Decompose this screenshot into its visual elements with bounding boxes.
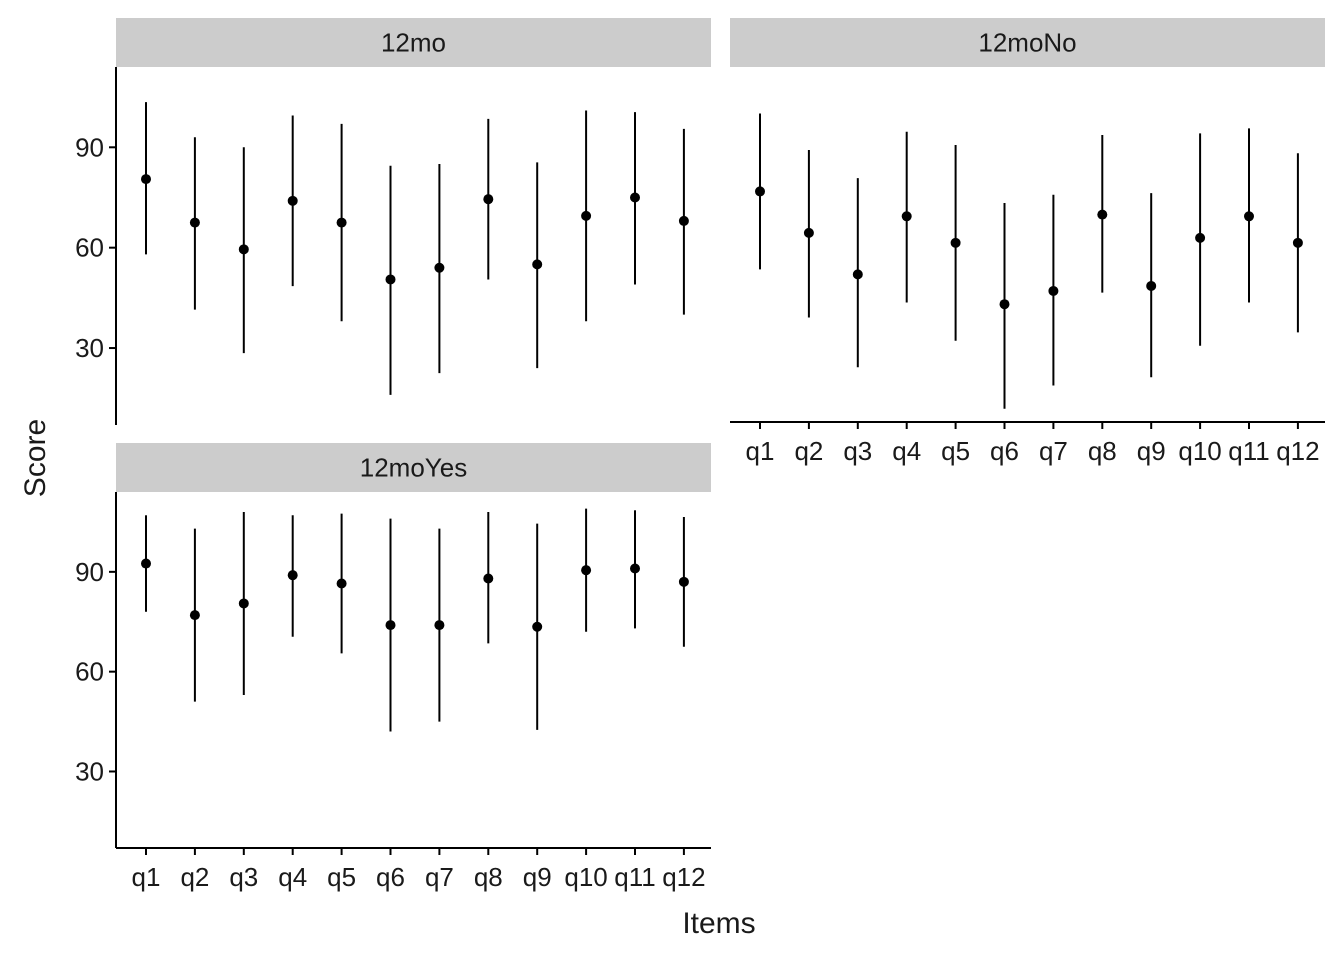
x-tick-label: q1 — [746, 436, 775, 466]
x-tick-label: q11 — [614, 862, 655, 892]
mean-point-q3 — [238, 244, 249, 255]
mean-point-q6 — [385, 274, 396, 285]
mean-point-q8 — [483, 573, 494, 584]
y-axis-title: Score — [19, 419, 52, 497]
x-tick-label: q12 — [1276, 436, 1319, 466]
mean-point-q3 — [852, 269, 863, 280]
facet-strip-label: 12moYes — [360, 453, 467, 483]
mean-point-q5 — [336, 217, 347, 228]
facet-strip-label: 12moNo — [978, 28, 1076, 58]
y-tick-label: 60 — [75, 657, 104, 687]
mean-point-q7 — [434, 262, 445, 273]
x-tick-label: q8 — [474, 862, 503, 892]
mean-point-q11 — [630, 192, 640, 203]
mean-point-q1 — [141, 558, 151, 569]
mean-point-q2 — [189, 610, 200, 621]
x-tick-label: q5 — [327, 862, 356, 892]
x-tick-label: q12 — [662, 862, 705, 892]
facet-strip — [730, 18, 1325, 67]
mean-point-q12 — [678, 576, 689, 587]
mean-point-q7 — [434, 620, 445, 631]
x-axis-title: Items — [682, 907, 755, 940]
y-tick-label: 30 — [75, 333, 104, 363]
x-tick-label: q10 — [1178, 436, 1221, 466]
x-tick-label: q9 — [523, 862, 552, 892]
mean-point-q8 — [1097, 209, 1108, 220]
facet-strip-label: 12mo — [381, 28, 446, 58]
mean-point-q9 — [1146, 280, 1157, 291]
x-tick-label: q1 — [132, 862, 161, 892]
mean-point-q12 — [678, 215, 689, 226]
mean-point-q10 — [1195, 232, 1206, 243]
x-tick-label: q5 — [941, 436, 970, 466]
mean-point-q10 — [581, 210, 592, 221]
mean-point-q7 — [1048, 285, 1059, 296]
facet-panel-12moYes: 12moYes 30 60 90 q1 q2 q3 q4 q5 q6 q7 q8 q9 q10 q11 q12 — [75, 443, 711, 892]
x-tick-label: q9 — [1137, 436, 1166, 466]
x-tick-label: q4 — [892, 436, 921, 466]
x-tick-label: q11 — [1228, 436, 1269, 466]
mean-point-q10 — [581, 565, 592, 576]
x-tick-label: q4 — [278, 862, 307, 892]
x-tick-label: q7 — [425, 862, 454, 892]
x-tick-label: q3 — [229, 862, 258, 892]
mean-point-q5 — [950, 237, 961, 248]
facet-strip — [116, 443, 711, 492]
mean-point-q9 — [532, 621, 543, 632]
y-tick-label: 90 — [75, 557, 104, 587]
mean-point-q9 — [532, 259, 543, 270]
x-tick-label: q10 — [564, 862, 607, 892]
mean-point-q6 — [999, 299, 1010, 310]
mean-point-q11 — [1244, 211, 1254, 222]
x-tick-label: q6 — [990, 436, 1019, 466]
mean-point-q6 — [385, 620, 396, 631]
mean-point-q2 — [803, 227, 814, 238]
mean-point-q8 — [483, 194, 494, 205]
mean-point-q4 — [901, 211, 912, 222]
mean-point-q3 — [238, 598, 249, 609]
mean-point-q11 — [630, 563, 640, 574]
x-tick-label: q2 — [794, 436, 823, 466]
mean-point-q4 — [287, 570, 298, 581]
y-tick-label: 30 — [75, 756, 104, 786]
x-tick-label: q2 — [180, 862, 209, 892]
x-tick-label: q3 — [843, 436, 872, 466]
y-tick-label: 90 — [75, 132, 104, 162]
mean-point-q1 — [141, 174, 151, 185]
y-tick-label: 60 — [75, 233, 104, 263]
mean-point-q12 — [1292, 237, 1303, 248]
mean-point-q5 — [336, 578, 347, 589]
facet-panel-12moNo: 12moNo q1 q2 q3 q4 q5 q6 q7 q8 q9 q10 q11 q12 — [730, 18, 1325, 466]
mean-point-q2 — [189, 217, 200, 228]
x-tick-label: q7 — [1039, 436, 1068, 466]
x-tick-label: q8 — [1088, 436, 1117, 466]
x-tick-label: q6 — [376, 862, 405, 892]
facet-strip — [116, 18, 711, 67]
mean-point-q1 — [755, 186, 765, 197]
facet-panel-12mo: 12mo 30 60 90 — [75, 18, 711, 425]
mean-point-q4 — [287, 195, 298, 206]
